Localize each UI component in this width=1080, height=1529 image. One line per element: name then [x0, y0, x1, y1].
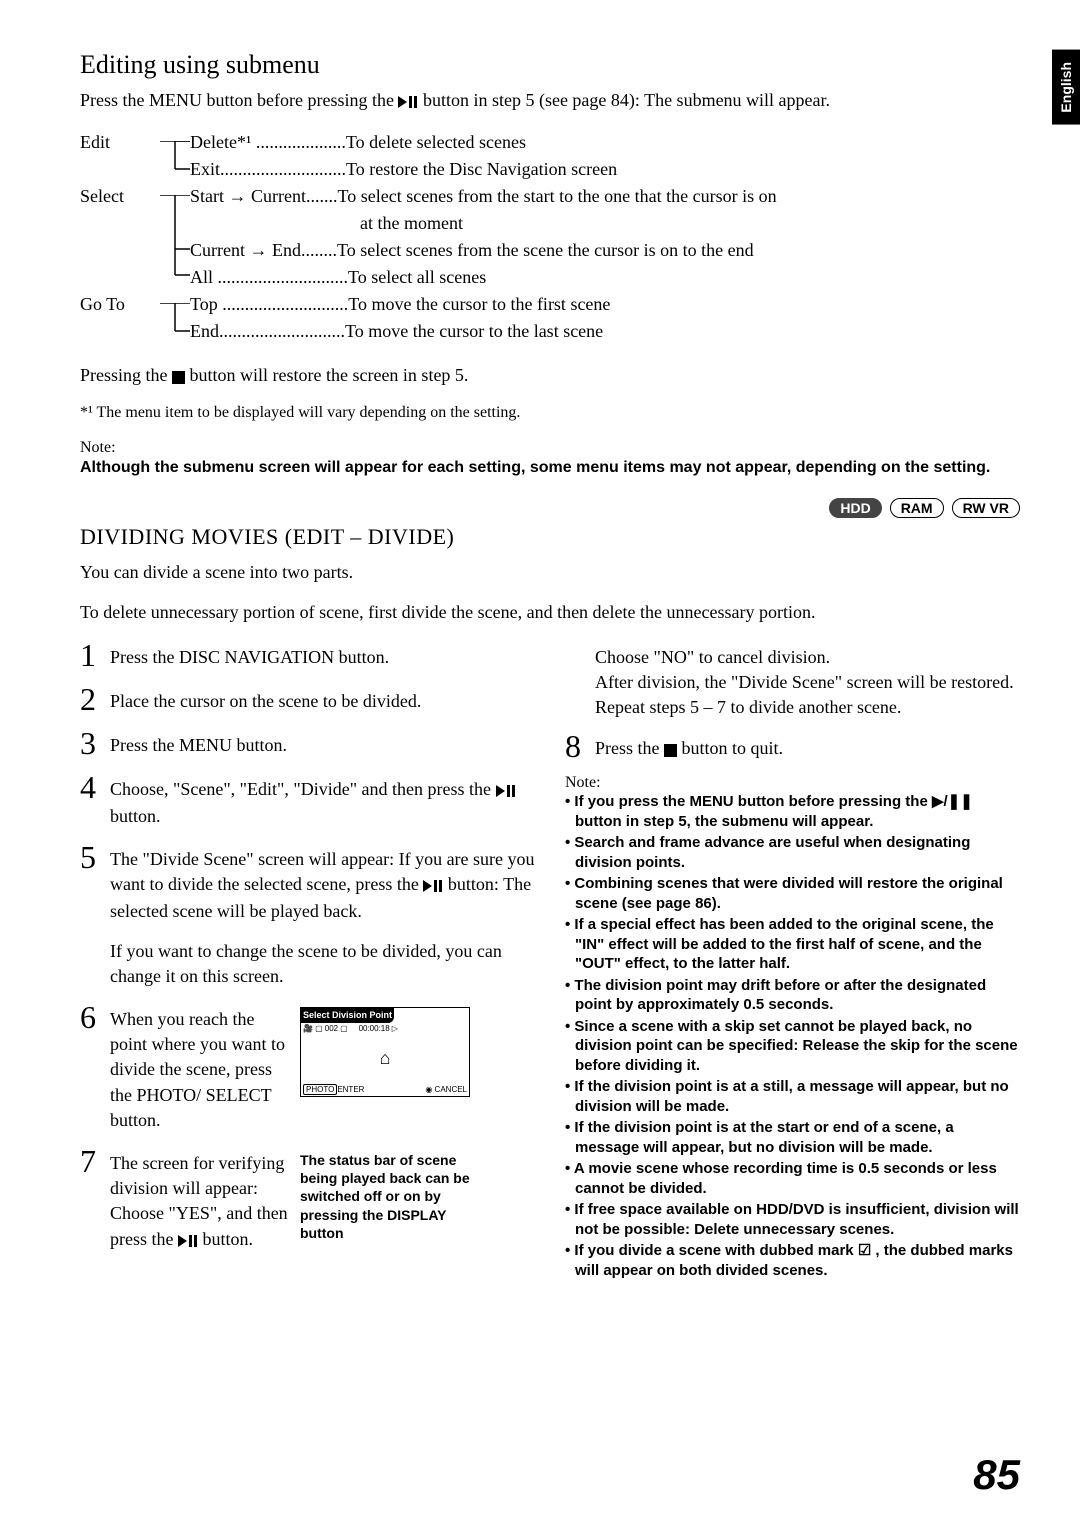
- tree-edit-delete-key: Delete*¹: [190, 132, 251, 152]
- figure-divide-screen: Select Division Point 🎥 ▢ 002 ▢ 00:00:18…: [300, 1007, 470, 1097]
- step-1: Press the DISC NAVIGATION button.: [110, 639, 535, 671]
- tree-goto-top-desc: To move the cursor to the first scene: [348, 294, 610, 314]
- tree-select-start-desc: To select scenes from the start to the o…: [337, 186, 776, 206]
- step-4-num: 4: [80, 771, 110, 829]
- play-pause-icon: [423, 874, 443, 899]
- step-1-num: 1: [80, 639, 110, 671]
- tree-goto-top-key: Top: [190, 294, 218, 314]
- note-1: Although the submenu screen will appear …: [80, 457, 1020, 479]
- page-number: 85: [973, 1451, 1020, 1499]
- tree-edit-exit-desc: To restore the Disc Navigation screen: [346, 159, 617, 179]
- step-6: When you reach the point where you want …: [110, 1007, 290, 1133]
- fig-title: Select Division Point: [301, 1008, 394, 1023]
- tree-select-start-desc2: at the moment: [190, 210, 1020, 237]
- tree-select-start-key: Start → Current: [190, 186, 306, 206]
- note-item: If free space available on HDD/DVD is in…: [565, 1200, 1020, 1239]
- heading-editing-submenu: Editing using submenu: [80, 50, 1020, 80]
- step-4: Choose, "Scene", "Edit", "Divide" and th…: [110, 771, 535, 829]
- figure-caption: The status bar of scene being played bac…: [300, 1151, 490, 1254]
- step-5-num: 5: [80, 841, 110, 989]
- lead1: You can divide a scene into two parts.: [80, 560, 1020, 585]
- play-pause-icon: [398, 90, 418, 115]
- tree-select-all-desc: To select all scenes: [348, 267, 486, 287]
- note-item: The division point may drift before or a…: [565, 976, 1020, 1015]
- stop-icon: [172, 371, 185, 384]
- right-3: Repeat steps 5 – 7 to divide another sce…: [595, 695, 1020, 720]
- tree-label-goto: Go To: [80, 291, 160, 318]
- note-item: If the division point is at the start or…: [565, 1118, 1020, 1157]
- step-6-num: 6: [80, 1001, 110, 1133]
- step-5: The "Divide Scene" screen will appear: I…: [110, 841, 535, 989]
- tree-edit-delete-desc: To delete selected scenes: [346, 132, 526, 152]
- step-8: Press the button to quit.: [595, 730, 1020, 762]
- submenu-tree: Edit Delete*¹ ....................To del…: [80, 129, 1020, 345]
- footnote: *¹ The menu item to be displayed will va…: [80, 402, 1020, 424]
- step-8-num: 8: [565, 730, 595, 762]
- play-pause-icon: [496, 779, 516, 804]
- step-3-num: 3: [80, 727, 110, 759]
- right-1: Choose "NO" to cancel division.: [595, 645, 1020, 670]
- badge-ram: RAM: [890, 498, 944, 518]
- badge-rwvr: RW VR: [952, 498, 1020, 518]
- note-label: Note:: [80, 439, 1020, 457]
- tree-goto-end-desc: To move the cursor to the last scene: [345, 321, 603, 341]
- language-tab: English: [1052, 50, 1080, 125]
- badges: HDD RAM RW VR: [80, 498, 1020, 518]
- note-item: If you press the MENU button before pres…: [565, 792, 1020, 831]
- note-item: A movie scene whose recording time is 0.…: [565, 1159, 1020, 1198]
- intro-a: Press the MENU button before pressing th…: [80, 90, 398, 110]
- note-item: Search and frame advance are useful when…: [565, 833, 1020, 872]
- fig-bar: 🎥 ▢ 002 ▢ 00:00:18 ▷: [301, 1023, 469, 1034]
- badge-hdd: HDD: [829, 498, 881, 518]
- notes-label: Note:: [565, 774, 1020, 792]
- after-tree: Pressing the button will restore the scr…: [80, 363, 1020, 388]
- heading-dividing: DIVIDING MOVIES (EDIT – DIVIDE): [80, 524, 1020, 550]
- stop-icon: [664, 744, 677, 757]
- step-3: Press the MENU button.: [110, 727, 535, 759]
- note-item: If a special effect has been added to th…: [565, 915, 1020, 974]
- tree-select-all-key: All: [190, 267, 213, 287]
- play-pause-icon: [178, 1229, 198, 1254]
- step-7-num: 7: [80, 1145, 110, 1254]
- note-item: Combining scenes that were divided will …: [565, 874, 1020, 913]
- step-2-num: 2: [80, 683, 110, 715]
- step-7: The screen for verifying division will a…: [110, 1151, 290, 1254]
- note-item: Since a scene with a skip set cannot be …: [565, 1017, 1020, 1076]
- note-item: If you divide a scene with dubbed mark ☑…: [565, 1241, 1020, 1280]
- tree-goto-end-key: End: [190, 321, 219, 341]
- tree-edit-exit-key: Exit: [190, 159, 220, 179]
- step-2: Place the cursor on the scene to be divi…: [110, 683, 535, 715]
- lead2: To delete unnecessary portion of scene, …: [80, 600, 1020, 625]
- tree-select-current-desc: To select scenes from the scene the curs…: [337, 240, 754, 260]
- tree-select-current-key: Current → End: [190, 240, 301, 260]
- tree-label-select: Select: [80, 183, 160, 210]
- notes-list: If you press the MENU button before pres…: [565, 792, 1020, 1280]
- note-item: If the division point is at a still, a m…: [565, 1077, 1020, 1116]
- intro-text: Press the MENU button before pressing th…: [80, 88, 1020, 115]
- intro-b: button in step 5 (see page 84): The subm…: [423, 90, 830, 110]
- step-5c: If you want to change the scene to be di…: [110, 939, 535, 989]
- right-2: After division, the "Divide Scene" scree…: [595, 670, 1020, 695]
- tree-label-edit: Edit: [80, 129, 160, 156]
